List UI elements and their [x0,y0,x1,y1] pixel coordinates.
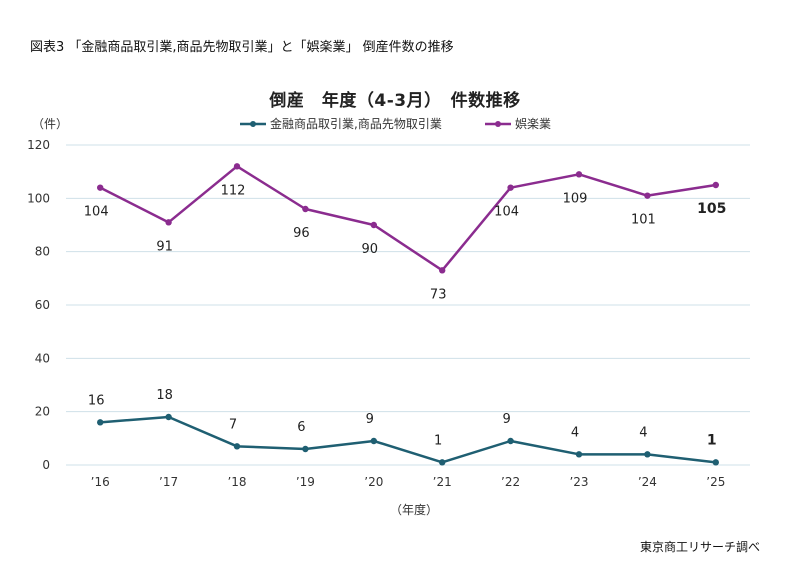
data-label: 7 [229,417,237,432]
x-tick-label: ’23 [569,475,588,489]
x-axis-label: （年度） [390,502,438,517]
y-tick-label: 60 [35,298,50,312]
data-label: 90 [362,242,379,257]
data-label: 105 [697,201,726,217]
data-point [302,205,309,213]
data-point [370,221,377,229]
x-tick-label: ’24 [638,475,657,489]
data-label: 1 [707,432,717,448]
data-point [644,192,651,199]
series-line [99,165,716,272]
data-label: 4 [639,425,647,440]
data-label: 9 [366,412,374,427]
figure-title: 図表3 「金融商品取引業,商品先物取引業」と「娯楽業」 倒産件数の推移 [30,40,454,55]
data-point [712,459,719,466]
y-tick-label: 0 [42,458,50,472]
data-point [302,445,309,453]
legend-marker [495,121,501,127]
data-label: 1 [434,433,442,448]
x-tick-label: ’19 [296,475,315,489]
data-point [165,219,172,226]
data-label: 104 [494,205,519,220]
y-tick-label: 100 [27,191,50,205]
x-tick-label: ’25 [706,475,725,489]
source-credit: 東京商工リサーチ調べ [639,540,760,554]
y-tick-label: 120 [27,138,50,152]
y-tick-label: 40 [35,351,50,365]
legend-label: 娯楽業 [515,117,551,131]
data-point [507,437,514,445]
x-tick-label: ’17 [159,475,178,489]
data-label: 104 [84,205,109,220]
legend-label: 金融商品取引業,商品先物取引業 [270,116,442,131]
data-point [712,181,719,189]
chart-title: 倒産 年度（4-3月） 件数推移 [269,91,521,111]
data-point [575,451,583,458]
data-label: 73 [430,287,447,302]
data-point [370,437,377,445]
series-line [100,415,716,464]
legend-marker [250,121,256,127]
data-point [575,171,583,178]
data-label: 16 [88,393,105,408]
data-point [439,459,446,466]
data-label: 9 [502,412,510,427]
data-point [97,419,104,426]
data-label: 91 [156,239,173,254]
y-tick-label: 20 [35,405,50,419]
data-label: 109 [563,191,588,206]
data-label: 4 [571,425,579,440]
x-tick-label: ’18 [227,475,246,489]
x-tick-label: ’20 [364,475,383,489]
data-point [507,184,514,191]
y-axis-label: （件） [32,117,68,131]
y-tick-label: 80 [35,245,50,259]
data-point [644,451,651,458]
data-label: 96 [293,226,310,241]
x-tick-label: ’16 [91,475,110,489]
data-label: 101 [631,213,656,228]
x-tick-label: ’21 [433,475,452,489]
data-point [233,163,241,170]
data-point [439,267,446,274]
data-point [97,184,104,191]
data-label: 6 [297,420,305,435]
data-point [233,443,241,450]
data-label: 18 [156,388,173,403]
data-label: 112 [221,183,246,198]
x-tick-label: ’22 [501,475,520,489]
data-point [165,413,172,421]
